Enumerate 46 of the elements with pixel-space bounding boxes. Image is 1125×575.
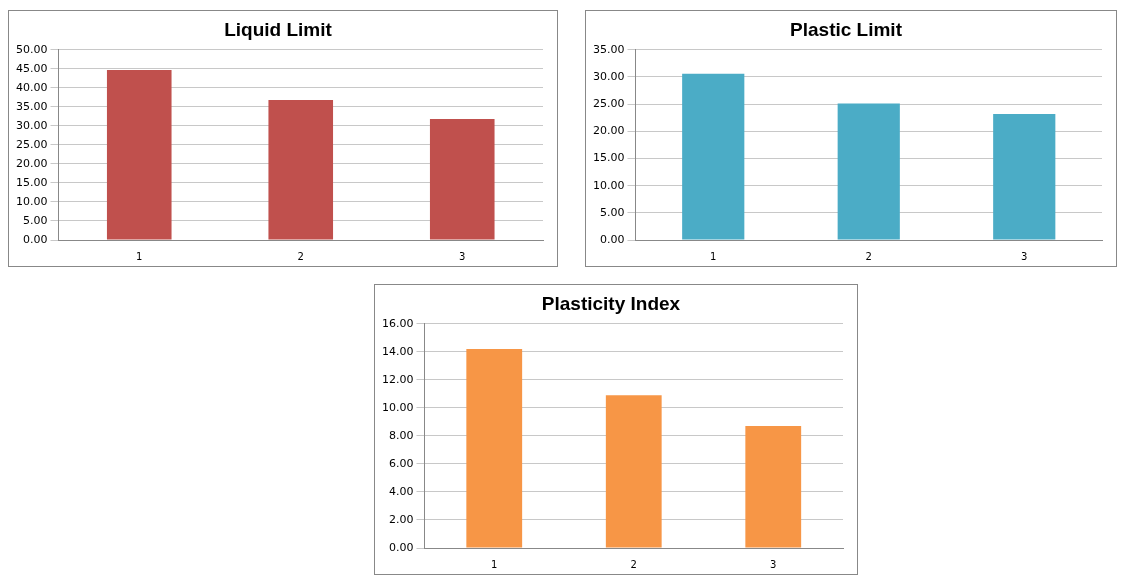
y-tick-label: 45.00 — [15, 61, 48, 75]
y-tick-label: 15.00 — [592, 151, 625, 165]
y-tick-label: 0.00 — [22, 232, 48, 246]
x-tick-label: 2 — [865, 250, 872, 262]
x-tick-label: 1 — [136, 250, 143, 262]
bar — [993, 113, 1056, 240]
x-tick-label: 2 — [297, 250, 304, 262]
y-tick-label: 4.00 — [388, 484, 414, 498]
y-tick-label: 0.00 — [599, 232, 625, 246]
x-tick-label: 3 — [459, 250, 466, 262]
y-tick-label: 16.00 — [381, 316, 414, 330]
y-tick-label: 30.00 — [15, 118, 48, 132]
y-tick-label: 35.00 — [592, 42, 625, 56]
y-tick-label: 30.00 — [592, 69, 625, 83]
y-tick-label: 14.00 — [381, 344, 414, 358]
y-tick-label: 20.00 — [592, 124, 625, 138]
y-tick-label: 25.00 — [592, 97, 625, 110]
y-tick-label: 35.00 — [15, 99, 48, 113]
y-tick-label: 10.00 — [592, 178, 625, 192]
y-tick-label: 40.00 — [15, 80, 48, 94]
bar — [682, 73, 745, 240]
y-tick-label: 10.00 — [15, 194, 48, 208]
y-tick-label: 20.00 — [15, 156, 48, 170]
y-tick-label: 0.00 — [388, 540, 414, 554]
y-tick-label: 6.00 — [388, 456, 414, 470]
bar — [745, 426, 802, 548]
bar — [466, 349, 523, 548]
y-tick-label: 12.00 — [381, 372, 414, 386]
y-tick-label: 5.00 — [599, 205, 625, 219]
y-tick-label: 15.00 — [15, 175, 48, 189]
y-tick-label: 2.00 — [388, 512, 414, 526]
y-tick-label: 5.00 — [22, 213, 48, 227]
chart-title: Liquid Limit — [224, 18, 333, 40]
y-tick-label: 8.00 — [388, 428, 414, 442]
y-tick-label: 10.00 — [381, 400, 414, 414]
chart-title: Plastic Limit — [790, 18, 903, 40]
y-tick-label: 25.00 — [15, 137, 48, 151]
bar — [837, 103, 900, 240]
x-tick-label: 3 — [1021, 250, 1028, 262]
x-tick-label: 1 — [710, 250, 717, 262]
x-tick-label: 1 — [491, 558, 498, 570]
y-tick-label: 50.00 — [15, 42, 48, 56]
x-tick-label: 3 — [770, 558, 777, 570]
chart-title: Plasticity Index — [541, 292, 681, 314]
x-tick-label: 2 — [630, 558, 637, 570]
bar — [605, 395, 662, 548]
